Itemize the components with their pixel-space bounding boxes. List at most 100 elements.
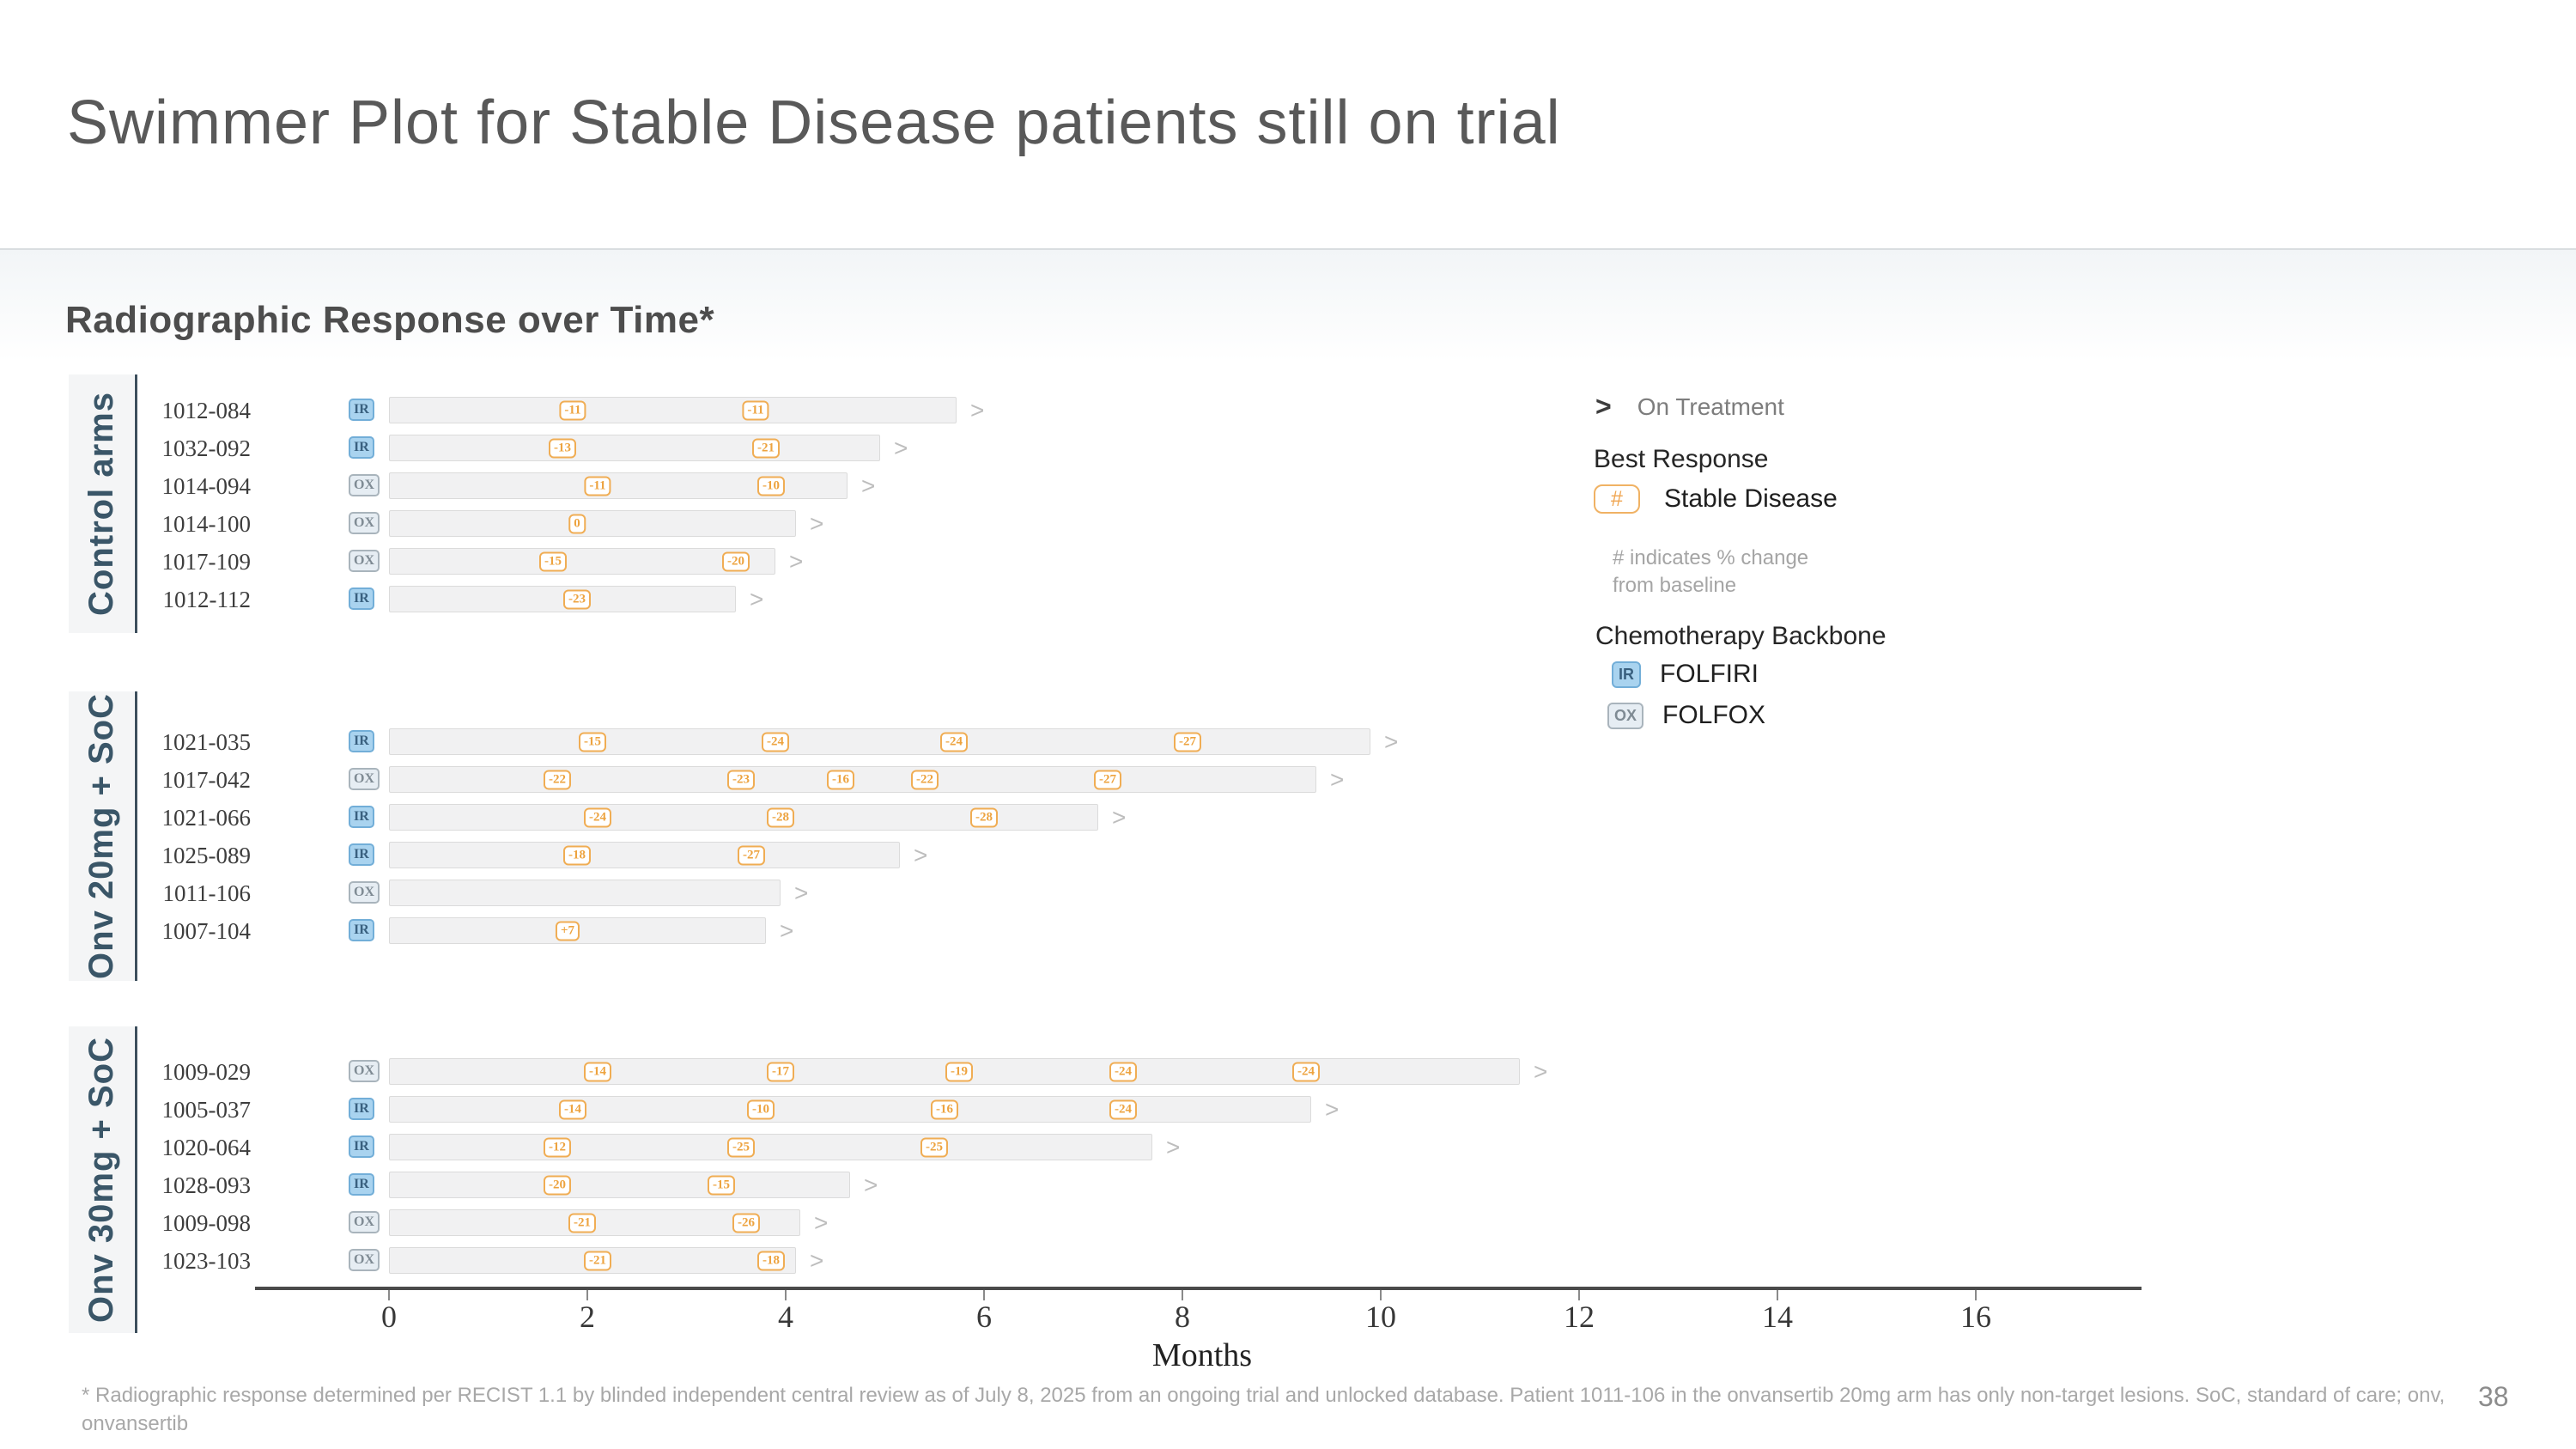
response-marker: -25 — [920, 1137, 948, 1158]
on-treatment-arrow: > — [1384, 728, 1399, 755]
response-marker: -17 — [767, 1062, 794, 1082]
on-treatment-arrow: > — [1112, 803, 1127, 831]
backbone-badge: IR — [349, 730, 374, 752]
response-marker: 0 — [568, 514, 586, 534]
treatment-bar — [389, 435, 880, 461]
backbone-badge: OX — [349, 768, 380, 790]
response-marker: -24 — [762, 732, 789, 752]
treatment-bar — [389, 586, 736, 612]
header-divider — [0, 248, 2576, 250]
on-treatment-arrow: > — [864, 1171, 878, 1198]
legend-stable-disease: # Stable Disease — [1594, 484, 1838, 514]
response-marker: -21 — [584, 1251, 611, 1271]
axis-tick-label: 8 — [1175, 1300, 1190, 1334]
response-marker: -20 — [722, 551, 750, 572]
response-marker: -24 — [584, 807, 611, 828]
axis-tick-label: 10 — [1365, 1300, 1396, 1334]
response-marker: -15 — [539, 551, 567, 572]
axis-tick — [983, 1290, 985, 1300]
patient-id-label: 1021-066 — [161, 804, 252, 831]
axis-tick-label: 16 — [1960, 1300, 1991, 1334]
axis-tick — [1380, 1290, 1382, 1300]
patient-id-label: 1020-064 — [161, 1134, 252, 1160]
legend-on-treatment: > On Treatment — [1595, 391, 1784, 423]
patient-id-label: 1017-042 — [161, 766, 252, 793]
x-axis-title: Months — [1151, 1337, 1253, 1373]
response-marker: -27 — [1174, 732, 1201, 752]
patient-id-label: 1025-089 — [161, 842, 252, 868]
page-title: Swimmer Plot for Stable Disease patients… — [67, 88, 1561, 157]
response-marker: -27 — [738, 845, 765, 866]
treatment-bar — [389, 842, 900, 868]
on-treatment-arrow: > — [914, 841, 928, 868]
page-number: 38 — [2478, 1381, 2509, 1412]
on-treatment-arrow: > — [810, 509, 824, 537]
axis-tick — [1182, 1290, 1183, 1300]
response-marker: -24 — [940, 732, 968, 752]
patient-id-label: 1009-029 — [161, 1058, 252, 1085]
legend-note: # indicates % change from baseline — [1613, 545, 1808, 600]
response-marker: -21 — [752, 438, 780, 459]
treatment-bar — [389, 1172, 850, 1198]
response-marker: -10 — [757, 476, 785, 496]
section-heading: Radiographic Response over Time* — [65, 299, 715, 341]
response-marker: -14 — [559, 1099, 586, 1120]
backbone-badge: IR — [349, 1135, 374, 1158]
group-box: Onv 30mg + SoC — [69, 1026, 134, 1333]
on-treatment-arrow: > — [1325, 1095, 1340, 1123]
backbone-badge: OX — [349, 550, 380, 572]
backbone-badge: OX — [349, 474, 380, 496]
on-treatment-arrow: > — [894, 434, 908, 461]
response-marker: -22 — [544, 770, 571, 790]
response-marker: -25 — [727, 1137, 755, 1158]
response-marker: -21 — [568, 1213, 596, 1233]
legend-folfox: OX FOLFOX — [1607, 701, 1765, 730]
on-treatment-arrow-icon: > — [1595, 391, 1612, 422]
backbone-badge: IR — [349, 588, 374, 610]
group-axis-line — [135, 691, 137, 981]
on-treatment-arrow: > — [810, 1246, 824, 1274]
response-marker: -18 — [757, 1251, 785, 1271]
on-treatment-arrow: > — [861, 472, 876, 499]
response-marker: +7 — [555, 921, 580, 941]
response-marker: -18 — [563, 845, 591, 866]
response-marker: -11 — [742, 400, 769, 421]
on-treatment-arrow: > — [970, 396, 985, 423]
axis-tick — [1975, 1290, 1977, 1300]
axis-tick-label: 14 — [1762, 1300, 1793, 1334]
response-marker: -13 — [549, 438, 576, 459]
group-box: Control arms — [69, 374, 134, 633]
patient-id-label: 1009-098 — [161, 1209, 252, 1236]
footnote: * Radiographic response determined per R… — [82, 1384, 2445, 1435]
response-marker: -23 — [563, 589, 591, 610]
response-marker: -15 — [708, 1175, 735, 1196]
backbone-badge: OX — [349, 512, 380, 534]
response-marker: -22 — [911, 770, 939, 790]
axis-tick-label: 0 — [381, 1300, 397, 1334]
response-marker: -19 — [945, 1062, 973, 1082]
x-axis-line — [255, 1287, 2142, 1290]
folfiri-label: FOLFIRI — [1660, 660, 1759, 688]
folfox-badge-icon: OX — [1607, 702, 1644, 729]
group-axis-line — [135, 1026, 137, 1333]
backbone-badge: IR — [349, 1173, 374, 1196]
stable-disease-label: Stable Disease — [1664, 484, 1838, 513]
chemo-backbone-heading: Chemotherapy Backbone — [1595, 622, 1886, 650]
treatment-bar — [389, 548, 775, 575]
backbone-badge: IR — [349, 843, 374, 866]
backbone-badge: OX — [349, 881, 380, 904]
response-marker: -24 — [1292, 1062, 1320, 1082]
patient-id-label: 1005-037 — [161, 1096, 252, 1123]
response-marker: -20 — [544, 1175, 571, 1196]
treatment-bar — [389, 510, 796, 537]
patient-id-label: 1023-103 — [161, 1247, 252, 1274]
patient-id-label: 1012-112 — [162, 586, 252, 612]
group-label: Control arms — [82, 392, 120, 616]
backbone-badge: IR — [349, 399, 374, 421]
response-marker: -10 — [747, 1099, 775, 1120]
on-treatment-arrow: > — [789, 547, 804, 575]
on-treatment-arrow: > — [780, 916, 794, 944]
axis-tick — [1777, 1290, 1778, 1300]
axis-tick — [586, 1290, 588, 1300]
